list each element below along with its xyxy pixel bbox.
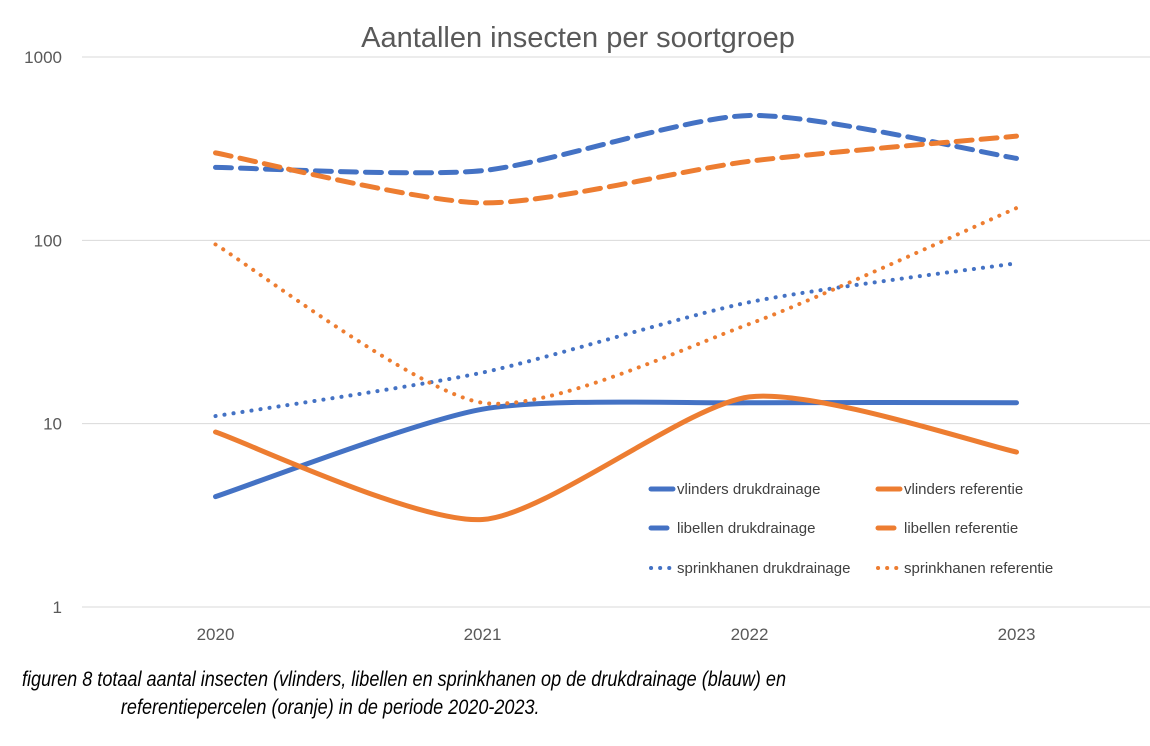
legend-item: sprinkhanen drukdrainage <box>649 560 850 577</box>
legend-item: sprinkhanen referentie <box>876 560 1053 577</box>
y-axis-ticks: 1 10 100 1000 <box>24 48 62 617</box>
legend: vlinders drukdrainage vlinders referentie… <box>648 481 1053 577</box>
series-line-sprinkhanen-drukdrainage <box>213 261 1019 419</box>
chart-title: Aantallen insecten per soortgroep <box>361 22 795 54</box>
y-tick-label: 1 <box>53 598 62 617</box>
x-axis-ticks: 2020 2021 2022 2023 <box>197 625 1036 644</box>
gridlines <box>82 56 1150 608</box>
legend-label: sprinkhanen drukdrainage <box>677 560 850 577</box>
series-line-sprinkhanen-referentie <box>213 206 1019 406</box>
legend-label: sprinkhanen referentie <box>904 560 1053 577</box>
legend-label: libellen drukdrainage <box>677 520 815 537</box>
legend-label: libellen referentie <box>904 520 1018 537</box>
legend-item: libellen referentie <box>875 520 1018 537</box>
figure-caption: figuren 8 totaal aantal insecten (vlinde… <box>22 666 786 722</box>
series-lines <box>213 112 1019 523</box>
legend-item: libellen drukdrainage <box>648 520 815 537</box>
caption-line-1: figuren 8 totaal aantal insecten (vlinde… <box>22 668 787 691</box>
series-line-vlinders-referentie <box>213 393 1019 523</box>
chart: Aantallen insecten per soortgroep 1 10 100… <box>24 22 1150 644</box>
series-line-libellen-drukdrainage <box>213 112 1019 176</box>
x-tick-label: 2021 <box>464 625 502 644</box>
x-tick-label: 2023 <box>998 625 1036 644</box>
y-tick-label: 100 <box>34 231 62 250</box>
series-line-vlinders-drukdrainage <box>213 399 1019 500</box>
x-tick-label: 2020 <box>197 625 235 644</box>
caption-line-2: referentiepercelen (oranje) in de period… <box>120 696 540 719</box>
x-tick-label: 2022 <box>731 625 769 644</box>
y-tick-label: 1000 <box>24 48 62 67</box>
series-line-libellen-referentie <box>213 133 1019 206</box>
y-tick-label: 10 <box>43 415 62 434</box>
legend-label: vlinders drukdrainage <box>677 481 820 498</box>
legend-label: vlinders referentie <box>904 481 1023 498</box>
legend-item: vlinders referentie <box>875 481 1023 498</box>
legend-item: vlinders drukdrainage <box>648 481 820 498</box>
